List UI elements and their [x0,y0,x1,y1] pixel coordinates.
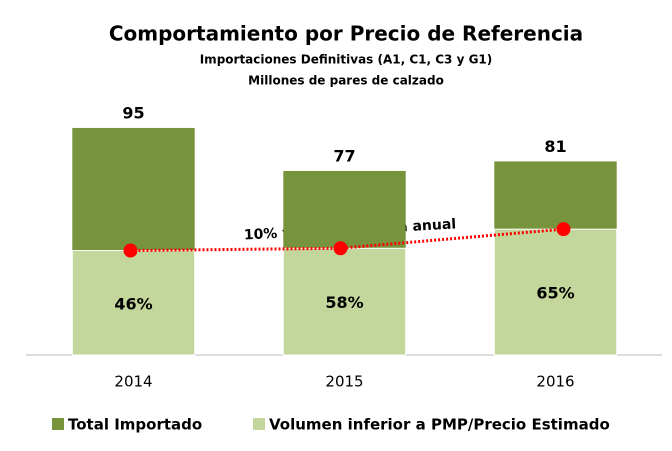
unit-label: Millones de pares de calzado [248,74,444,88]
bar-share [493,228,618,356]
data-label: 77 [333,146,355,165]
legend-swatch [253,418,265,430]
chart-title: Comportamiento por Precio de Referencia [109,22,583,46]
chart-subtitle: Importaciones Definitivas (A1, C1, C3 y … [200,53,493,67]
x-tick-label: 2016 [536,373,574,391]
bar-share [282,247,407,356]
legend-label: Volumen inferior a PMP/Precio Estimado [269,416,610,434]
legend-swatch [52,418,64,430]
data-label: 58% [325,293,363,312]
legend-label: Total Importado [68,416,202,434]
x-tick-label: 2014 [114,373,152,391]
data-label: 65% [536,284,574,303]
trend-point [333,241,348,256]
data-label: 81 [544,137,566,156]
data-label: 46% [114,294,152,313]
trend-point [556,222,571,237]
data-label: 95 [122,103,144,122]
trend-point [123,243,138,258]
x-tick-label: 2015 [325,373,363,391]
